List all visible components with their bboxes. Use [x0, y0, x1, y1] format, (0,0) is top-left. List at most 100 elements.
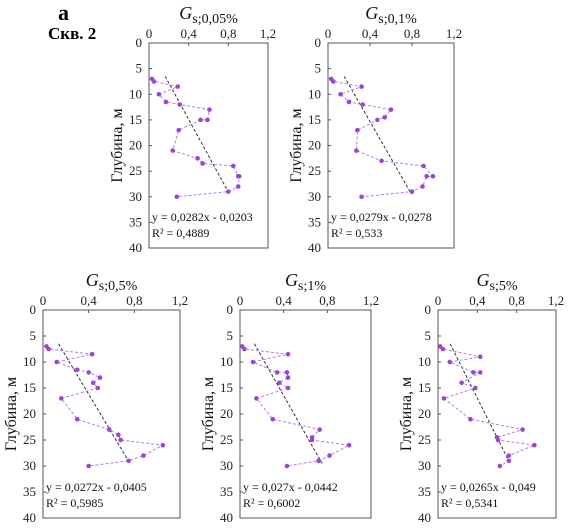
plot-title-sub: s;0,05%	[192, 12, 238, 27]
y-tick-label: 30	[129, 189, 142, 204]
y-tick-label: 5	[136, 61, 143, 76]
x-tick-label: 0,4	[362, 26, 379, 41]
data-point	[126, 458, 131, 464]
data-point	[177, 102, 183, 107]
plot-panel-1: 0 0,4 0,8 1,2 0 5 10 15 20 25 30 35 40 Gs;0,05% Глубин…	[109, 3, 276, 255]
y-tick-label: 30	[308, 189, 321, 204]
data-point	[459, 380, 464, 386]
r-squared: R² = 0,5341	[441, 496, 498, 510]
regression-equation: y = 0,0279x - 0,0278	[331, 210, 432, 224]
data-point	[520, 427, 525, 432]
data-point	[447, 359, 453, 365]
y-tick-label: 15	[23, 380, 36, 395]
x-tick-label: 0	[237, 293, 244, 308]
data-point	[359, 194, 364, 200]
x-tick-label: 1,2	[363, 293, 379, 308]
data-point	[285, 351, 291, 357]
plots-layer: 0 0,4 0,8 1,2 0 5 10 15 20 25 30 35 40 Gs;0,05% Глубин…	[3, 3, 564, 525]
data-connector	[330, 78, 435, 198]
x-tick-label: 0	[40, 293, 47, 308]
data-point	[106, 427, 112, 432]
y-tick-label: 0	[227, 302, 234, 317]
regression-equation: y = 0,0265x - 0,049	[441, 480, 536, 494]
x-tick-label: 0,4	[469, 293, 486, 308]
data-connector	[241, 346, 351, 467]
data-point	[346, 99, 352, 105]
y-tick-label: 30	[418, 458, 431, 473]
plot-title-sub: s;0,5%	[99, 279, 138, 294]
panel-letter: а	[58, 0, 69, 25]
y-tick-label: 15	[129, 112, 142, 127]
data-point	[86, 463, 91, 469]
data-point	[346, 442, 352, 448]
y-tick-label: 35	[418, 484, 431, 499]
regression-equation: y = 0,0282x - 0,0203	[152, 210, 253, 224]
trend-line	[253, 343, 323, 464]
data-point	[359, 84, 364, 89]
y-tick-label: 0	[136, 35, 143, 50]
data-point	[90, 380, 96, 386]
data-point	[317, 427, 322, 432]
y-tick-label: 20	[418, 406, 431, 421]
y-tick-label: 25	[220, 432, 233, 447]
plot-title: Gs;5%	[477, 270, 518, 294]
data-point	[156, 91, 162, 97]
y-tick-label: 5	[30, 328, 37, 343]
data-point	[46, 346, 52, 352]
y-tick-label: 5	[425, 328, 432, 343]
data-point	[468, 416, 473, 422]
data-point	[195, 156, 200, 161]
plot-title-sub: s;1%	[298, 279, 326, 294]
y-tick-label: 30	[220, 458, 233, 473]
data-point	[285, 385, 291, 391]
data-point	[360, 102, 365, 107]
y-tick-label: 0	[30, 302, 37, 317]
data-point	[309, 437, 315, 443]
data-point	[506, 453, 512, 458]
plot-title: Gs;0,5%	[86, 270, 138, 294]
y-tick-label: 25	[418, 432, 431, 447]
data-point	[163, 99, 169, 105]
y-tick-label: 10	[220, 354, 233, 369]
data-point	[151, 79, 157, 84]
data-point	[327, 453, 332, 458]
y-axis-label: Глубина, м	[398, 377, 415, 451]
plot-title-main: G	[86, 270, 99, 290]
x-tick-label: 0,8	[220, 26, 236, 41]
plot-panel-3: 0 0,4 0,8 1,2 0 5 10 15 20 25 30 35 40 Gs;0,5% Глубина…	[3, 270, 188, 525]
data-point	[285, 375, 291, 380]
y-tick-label: 25	[129, 163, 142, 178]
plot-title-main: G	[285, 270, 298, 290]
y-tick-label: 30	[23, 458, 36, 473]
data-point	[355, 127, 360, 133]
y-tick-label: 20	[308, 138, 321, 153]
y-tick-label: 0	[315, 35, 322, 50]
data-point	[379, 158, 384, 164]
trend-line	[449, 343, 511, 464]
data-point	[95, 385, 101, 391]
data-point	[506, 458, 512, 464]
data-point	[440, 346, 446, 352]
data-point	[497, 463, 503, 469]
x-tick-label: 0	[146, 26, 153, 41]
data-point	[338, 91, 343, 97]
data-point	[160, 442, 166, 448]
y-tick-label: 5	[227, 328, 234, 343]
data-point	[495, 437, 501, 443]
data-point	[532, 442, 537, 448]
x-tick-label: 0,4	[81, 293, 98, 308]
y-tick-label: 40	[23, 510, 36, 525]
trend-line	[58, 343, 131, 464]
y-tick-label: 35	[308, 214, 321, 229]
data-point	[409, 189, 415, 194]
plot-title-main: G	[365, 3, 378, 23]
data-point	[270, 416, 276, 422]
data-point	[74, 416, 80, 422]
y-tick-label: 40	[308, 240, 321, 255]
data-point	[116, 432, 121, 438]
y-tick-label: 10	[308, 86, 321, 101]
plot-title-main: G	[179, 3, 192, 23]
y-tick-label: 25	[23, 432, 36, 447]
data-point	[473, 385, 478, 391]
